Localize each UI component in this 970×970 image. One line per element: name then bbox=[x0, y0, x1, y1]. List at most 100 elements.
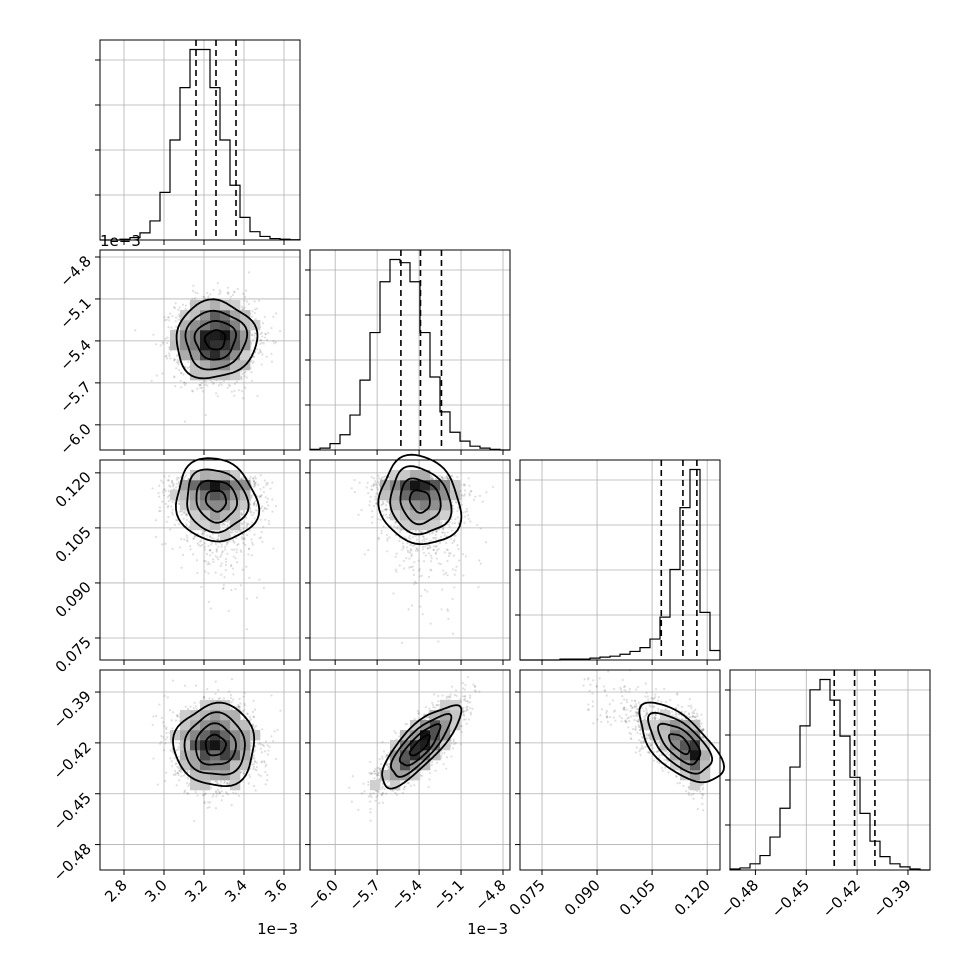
sample-point bbox=[243, 521, 246, 524]
sample-point bbox=[253, 533, 256, 536]
hist-frame-0 bbox=[99, 39, 301, 241]
sample-point bbox=[251, 543, 254, 546]
sample-point bbox=[220, 545, 223, 549]
sample-point bbox=[231, 293, 235, 297]
sample-point bbox=[220, 383, 223, 386]
sample-point bbox=[163, 316, 166, 319]
sample-point bbox=[161, 491, 164, 494]
sample-point bbox=[217, 384, 221, 387]
sample-point bbox=[245, 534, 249, 537]
sample-point bbox=[243, 371, 246, 374]
sample-point bbox=[252, 355, 256, 359]
sample-point bbox=[202, 297, 205, 301]
sample-point bbox=[173, 523, 177, 526]
sample-point bbox=[215, 543, 218, 546]
sample-point bbox=[191, 389, 194, 392]
sample-point bbox=[165, 357, 169, 360]
sample-point bbox=[231, 539, 235, 542]
sample-point bbox=[257, 483, 260, 486]
sample-point bbox=[252, 479, 255, 483]
hist-frame-1 bbox=[309, 249, 511, 451]
sample-point bbox=[186, 536, 189, 539]
sample-point bbox=[272, 340, 275, 343]
sample-point bbox=[258, 299, 261, 302]
sample-point bbox=[256, 394, 259, 398]
sample-point bbox=[206, 291, 209, 295]
sample-point bbox=[242, 527, 245, 530]
sample-point bbox=[177, 477, 180, 480]
sample-point bbox=[252, 355, 255, 358]
sample-point bbox=[259, 338, 263, 341]
sample-point bbox=[260, 531, 263, 534]
sample-point bbox=[181, 303, 185, 306]
sample-point bbox=[262, 525, 265, 528]
sample-point bbox=[243, 306, 246, 309]
sample-point bbox=[264, 496, 267, 499]
sample-point bbox=[455, 565, 458, 568]
sample-point bbox=[159, 509, 162, 513]
sample-point bbox=[240, 477, 243, 480]
sample-point bbox=[244, 386, 247, 389]
sample-point bbox=[264, 336, 267, 339]
sample-point bbox=[157, 491, 160, 495]
sample-point bbox=[212, 288, 215, 291]
sample-point bbox=[216, 282, 219, 285]
sample-point bbox=[225, 543, 228, 547]
density-cell bbox=[240, 330, 251, 341]
sample-point bbox=[258, 348, 262, 351]
sample-point bbox=[272, 315, 275, 318]
sample-point bbox=[456, 509, 459, 513]
sample-point bbox=[170, 479, 174, 482]
sample-point bbox=[415, 538, 419, 541]
sample-point bbox=[251, 521, 254, 524]
sample-point bbox=[474, 495, 477, 498]
sample-point bbox=[229, 564, 233, 568]
sample-point bbox=[166, 496, 170, 499]
sample-point bbox=[259, 518, 262, 521]
sample-point bbox=[478, 559, 481, 562]
sample-point bbox=[226, 286, 230, 289]
sample-point bbox=[208, 549, 212, 552]
sample-point bbox=[226, 552, 229, 555]
sample-point bbox=[251, 477, 255, 480]
sample-point bbox=[169, 485, 172, 488]
sample-point bbox=[259, 351, 263, 354]
density-cell bbox=[230, 320, 241, 331]
sample-point bbox=[177, 481, 181, 485]
sample-point bbox=[230, 548, 234, 551]
sample-point bbox=[448, 552, 451, 555]
sample-point bbox=[260, 341, 264, 344]
sample-point bbox=[182, 381, 186, 384]
sample-point bbox=[152, 333, 155, 336]
sample-point bbox=[250, 342, 253, 346]
sample-point bbox=[203, 545, 206, 549]
sample-point bbox=[164, 355, 167, 358]
sample-point bbox=[251, 310, 254, 313]
sample-point bbox=[158, 495, 161, 498]
sample-point bbox=[259, 488, 262, 491]
sample-point bbox=[240, 390, 244, 393]
sample-point bbox=[182, 373, 185, 376]
sample-point bbox=[204, 383, 207, 386]
sample-point bbox=[219, 564, 222, 567]
sample-point bbox=[155, 374, 158, 377]
sample-point bbox=[210, 536, 214, 540]
sample-point bbox=[270, 360, 273, 363]
sample-point bbox=[251, 514, 254, 517]
sample-point bbox=[204, 560, 207, 563]
sample-point bbox=[242, 510, 246, 513]
sample-point bbox=[454, 569, 457, 572]
sample-point bbox=[173, 376, 176, 379]
sample-point bbox=[170, 505, 173, 508]
sample-point bbox=[173, 358, 176, 361]
sample-point bbox=[233, 290, 236, 293]
sample-point bbox=[174, 316, 178, 319]
sample-point bbox=[270, 352, 273, 355]
sample-point bbox=[164, 489, 167, 492]
hist-panel-3 bbox=[725, 669, 931, 875]
sample-point bbox=[167, 515, 170, 519]
sample-point bbox=[168, 352, 171, 355]
sample-point bbox=[267, 504, 270, 507]
sample-point bbox=[261, 540, 264, 543]
sample-point bbox=[272, 547, 275, 550]
